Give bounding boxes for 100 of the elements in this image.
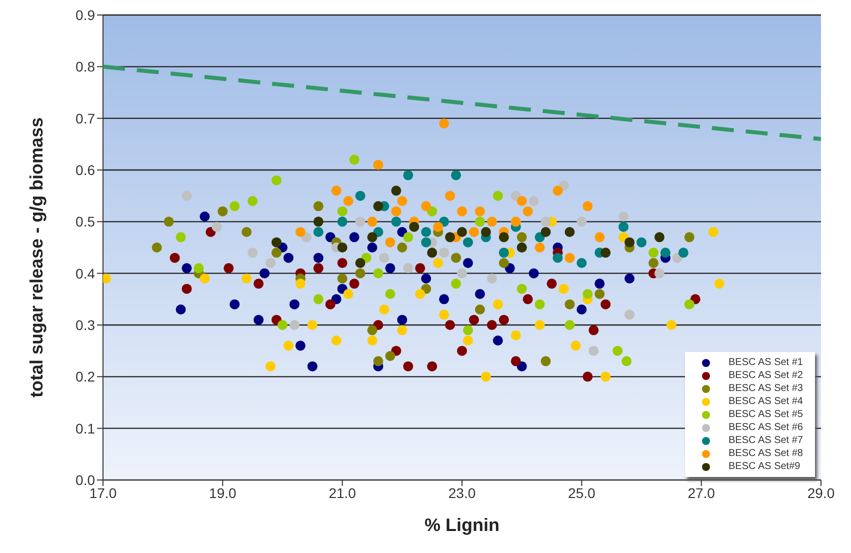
point bbox=[486, 274, 497, 284]
point bbox=[343, 196, 354, 206]
point bbox=[313, 227, 324, 237]
point bbox=[564, 227, 575, 237]
point bbox=[564, 252, 575, 263]
point bbox=[433, 222, 444, 232]
point bbox=[415, 289, 426, 299]
point bbox=[492, 190, 503, 201]
point bbox=[367, 232, 378, 242]
point bbox=[373, 201, 384, 212]
point bbox=[397, 314, 408, 325]
point bbox=[516, 284, 527, 294]
point bbox=[218, 206, 228, 216]
point bbox=[313, 216, 324, 227]
point bbox=[558, 284, 569, 294]
point bbox=[660, 248, 670, 258]
point bbox=[510, 330, 521, 340]
point bbox=[224, 263, 234, 274]
point bbox=[468, 314, 479, 325]
point bbox=[522, 294, 533, 304]
point bbox=[182, 263, 192, 274]
point bbox=[516, 196, 527, 206]
point bbox=[492, 336, 503, 346]
point bbox=[170, 252, 180, 263]
point bbox=[552, 252, 563, 263]
point bbox=[194, 263, 204, 274]
point bbox=[654, 232, 664, 242]
point bbox=[283, 340, 294, 351]
point bbox=[439, 294, 450, 304]
legend-label: BESC AS Set #5 bbox=[728, 409, 803, 420]
point bbox=[403, 361, 414, 372]
y-tick-label: 0.4 bbox=[76, 265, 96, 282]
point bbox=[522, 206, 533, 216]
point bbox=[355, 216, 366, 227]
point bbox=[152, 242, 162, 252]
point bbox=[654, 268, 664, 278]
point bbox=[313, 263, 324, 274]
point bbox=[337, 258, 348, 268]
point bbox=[600, 299, 611, 310]
point bbox=[474, 304, 485, 314]
point bbox=[486, 320, 497, 330]
point bbox=[462, 237, 473, 248]
legend-label: BESC AS Set #7 bbox=[728, 435, 803, 446]
point bbox=[289, 320, 300, 330]
point bbox=[462, 325, 473, 336]
point bbox=[510, 216, 521, 227]
y-tick-label: 0.5 bbox=[76, 214, 96, 230]
point bbox=[212, 222, 222, 232]
point bbox=[528, 196, 539, 206]
point bbox=[462, 336, 473, 346]
point bbox=[486, 216, 497, 227]
legend-label: BESC AS Set #4 bbox=[728, 396, 803, 407]
point bbox=[349, 278, 360, 289]
point bbox=[283, 252, 294, 263]
point bbox=[200, 274, 210, 284]
point bbox=[182, 190, 192, 201]
point bbox=[576, 216, 587, 227]
point bbox=[379, 252, 390, 263]
point bbox=[474, 289, 485, 299]
y-tick-label: 0.2 bbox=[76, 368, 96, 385]
point bbox=[636, 237, 646, 248]
point bbox=[684, 232, 694, 242]
x-axis-title: % Lignin bbox=[424, 515, 500, 535]
point bbox=[480, 227, 491, 237]
point bbox=[666, 320, 676, 330]
point bbox=[385, 289, 396, 299]
point bbox=[272, 237, 282, 248]
point bbox=[618, 222, 629, 232]
point bbox=[570, 340, 581, 351]
point bbox=[242, 227, 252, 237]
y-axis-title: total sugar release - g/g biomass bbox=[26, 117, 46, 398]
point bbox=[594, 232, 605, 242]
point bbox=[397, 325, 408, 336]
point bbox=[385, 351, 396, 361]
point bbox=[260, 268, 270, 278]
point bbox=[534, 320, 545, 330]
point bbox=[498, 232, 509, 242]
point bbox=[355, 258, 366, 268]
point bbox=[582, 201, 593, 212]
point bbox=[451, 278, 462, 289]
legend-label: BESC AS Set #3 bbox=[728, 383, 803, 394]
point bbox=[242, 274, 252, 284]
point bbox=[492, 299, 503, 310]
point bbox=[546, 278, 557, 289]
point bbox=[618, 212, 629, 222]
point bbox=[684, 299, 694, 310]
point bbox=[295, 340, 306, 351]
point bbox=[516, 232, 527, 242]
point bbox=[313, 294, 324, 304]
point bbox=[343, 289, 354, 299]
y-tick-label: 0.7 bbox=[76, 110, 96, 126]
point bbox=[427, 361, 438, 372]
point bbox=[176, 304, 186, 314]
point bbox=[439, 310, 450, 320]
point bbox=[498, 314, 509, 325]
x-tick-label: 27.0 bbox=[688, 484, 716, 501]
point bbox=[355, 190, 366, 201]
point bbox=[230, 299, 240, 310]
point bbox=[397, 242, 408, 252]
point bbox=[421, 201, 432, 212]
